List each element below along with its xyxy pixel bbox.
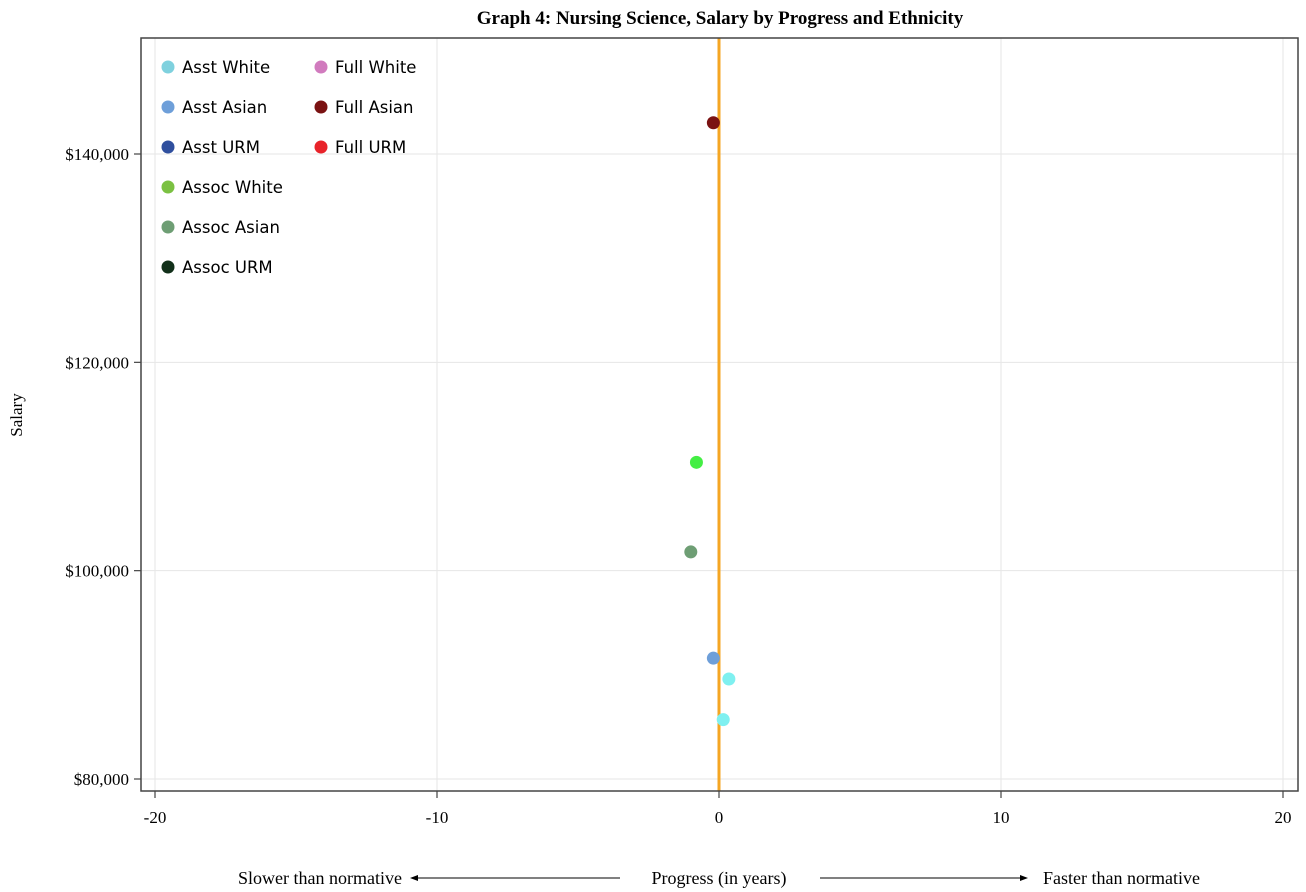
- x-tick-label: 0: [715, 808, 724, 827]
- x-axis-label: Progress (in years): [652, 868, 787, 889]
- legend-swatch: [161, 180, 175, 194]
- x-axis-slower-label: Slower than normative: [238, 868, 402, 888]
- legend-swatch: [314, 140, 328, 154]
- legend-swatch: [161, 220, 175, 234]
- legend: Asst White Asst Asian Asst URM Assoc White A…: [161, 58, 416, 277]
- x-axis-ticks: -20 -10 0 10 20: [144, 791, 1292, 827]
- data-point: [706, 651, 720, 665]
- y-tick-label: $140,000: [65, 145, 129, 164]
- legend-swatch: [161, 100, 175, 114]
- legend-label: Assoc White: [182, 178, 283, 197]
- y-tick-label: $120,000: [65, 353, 129, 372]
- data-point: [684, 545, 698, 559]
- x-tick-label: -10: [426, 808, 449, 827]
- legend-label: Asst Asian: [182, 98, 267, 117]
- legend-label: Full Asian: [335, 98, 414, 117]
- data-point: [722, 672, 736, 686]
- legend-swatch: [161, 140, 175, 154]
- legend-label: Assoc URM: [182, 258, 273, 277]
- data-point: [706, 116, 720, 130]
- chart-title: Graph 4: Nursing Science, Salary by Prog…: [477, 8, 964, 29]
- x-axis-label-group: Slower than normative Progress (in years…: [238, 868, 1200, 889]
- legend-label: Asst URM: [182, 138, 260, 157]
- legend-swatch: [314, 100, 328, 114]
- legend-label: Asst White: [182, 58, 270, 77]
- x-tick-label: 10: [993, 808, 1010, 827]
- legend-label: Full White: [335, 58, 416, 77]
- y-tick-label: $100,000: [65, 562, 129, 581]
- x-axis-faster-label: Faster than normative: [1043, 868, 1200, 888]
- legend-label: Assoc Asian: [182, 218, 280, 237]
- data-point: [689, 455, 703, 469]
- legend-label: Full URM: [335, 138, 406, 157]
- faster-arrow-head: [1020, 875, 1028, 881]
- data-points: [684, 116, 736, 727]
- legend-swatch: [161, 60, 175, 74]
- y-axis-ticks: $80,000 $100,000 $120,000 $140,000: [65, 145, 141, 789]
- slower-arrow-head: [410, 875, 418, 881]
- legend-swatch: [161, 260, 175, 274]
- y-tick-label: $80,000: [74, 770, 129, 789]
- x-tick-label: 20: [1275, 808, 1292, 827]
- y-axis-label: Salary: [7, 393, 26, 437]
- data-point: [716, 713, 730, 727]
- x-tick-label: -20: [144, 808, 167, 827]
- legend-swatch: [314, 60, 328, 74]
